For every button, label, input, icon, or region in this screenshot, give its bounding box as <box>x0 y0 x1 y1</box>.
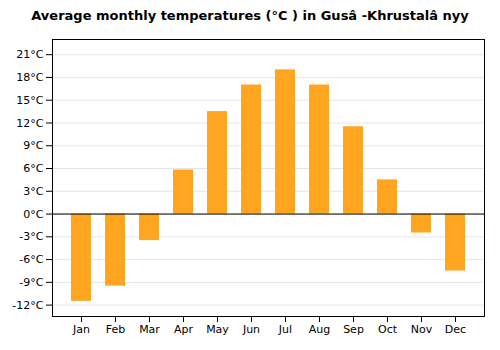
svg-text:-6°C: -6°C <box>19 253 43 266</box>
svg-text:Mar: Mar <box>139 323 160 336</box>
svg-text:12°C: 12°C <box>16 116 43 129</box>
svg-text:21°C: 21°C <box>16 48 43 61</box>
svg-text:Dec: Dec <box>445 323 466 336</box>
svg-text:9°C: 9°C <box>23 139 43 152</box>
svg-text:Jul: Jul <box>278 323 292 336</box>
svg-text:-9°C: -9°C <box>19 276 43 289</box>
svg-text:Feb: Feb <box>106 323 125 336</box>
svg-text:Sep: Sep <box>343 323 364 336</box>
svg-text:6°C: 6°C <box>23 162 43 175</box>
svg-text:Apr: Apr <box>174 323 194 336</box>
svg-text:Aug: Aug <box>309 323 330 336</box>
svg-text:May: May <box>206 323 229 336</box>
svg-text:3°C: 3°C <box>23 185 43 198</box>
svg-text:Nov: Nov <box>411 323 433 336</box>
svg-text:0°C: 0°C <box>23 208 43 221</box>
svg-text:15°C: 15°C <box>16 94 43 107</box>
svg-text:-3°C: -3°C <box>19 230 43 243</box>
svg-text:Jan: Jan <box>72 323 90 336</box>
svg-text:-12°C: -12°C <box>12 299 43 312</box>
svg-text:Jun: Jun <box>242 323 260 336</box>
html-text:Average monthly temperatures (: Average monthly temperatures (°C ) in Gu… <box>31 8 469 23</box>
svg-text:Oct: Oct <box>378 323 398 336</box>
svg-text:18°C: 18°C <box>16 71 43 84</box>
